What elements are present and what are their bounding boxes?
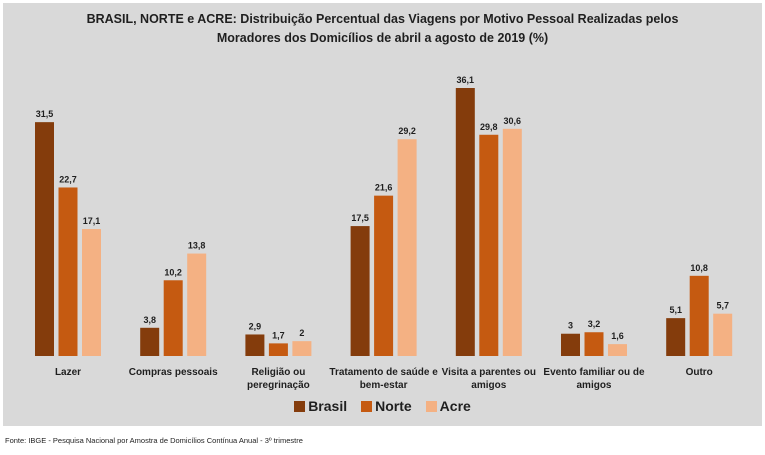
data-label-acre-compras-pessoais: 13,8 xyxy=(188,241,206,251)
bar-acre-compras-pessoais xyxy=(187,253,207,356)
data-label-brasil-outro: 5,1 xyxy=(669,305,682,315)
bar-acre-religiao-ou-peregrinacao xyxy=(292,341,312,356)
bar-acre-outro xyxy=(713,313,733,356)
bar-norte-outro xyxy=(689,275,709,356)
bar-norte-religiao-ou-peregrinacao xyxy=(268,343,288,356)
legend-label-norte: Norte xyxy=(375,398,412,414)
bar-acre-lazer xyxy=(82,229,101,356)
data-label-norte-visita-a-parentes-ou-amigos: 29,8 xyxy=(480,122,498,132)
legend-swatch-brasil xyxy=(294,400,306,412)
bar-norte-evento-familiar-ou-de-amigos xyxy=(584,332,604,356)
legend-swatch-acre xyxy=(425,400,437,412)
category-label-tratamento-de-saude-e-bem-estar: bem-estar xyxy=(360,380,408,391)
data-label-acre-evento-familiar-ou-de-amigos: 1,6 xyxy=(611,331,624,341)
bar-norte-compras-pessoais xyxy=(163,280,183,356)
chart-title: BRASIL, NORTE e ACRE: Distribuição Perce… xyxy=(0,10,765,48)
category-label-tratamento-de-saude-e-bem-estar: Tratamento de saúde e xyxy=(329,367,438,378)
data-label-acre-visita-a-parentes-ou-amigos: 30,6 xyxy=(504,116,522,126)
data-label-brasil-compras-pessoais: 3,8 xyxy=(143,315,156,325)
bar-acre-visita-a-parentes-ou-amigos xyxy=(502,128,522,356)
category-label-evento-familiar-ou-de-amigos: amigos xyxy=(576,380,611,391)
bar-brasil-visita-a-parentes-ou-amigos xyxy=(455,88,475,356)
chart-title-line-2: Moradores dos Domicílios de abril a agos… xyxy=(216,31,549,45)
category-label-outro: Outro xyxy=(686,367,713,378)
bar-brasil-religiao-ou-peregrinacao xyxy=(245,334,265,356)
data-label-brasil-tratamento-de-saude-e-bem-estar: 17,5 xyxy=(351,213,369,223)
bar-brasil-evento-familiar-ou-de-amigos xyxy=(561,333,580,356)
bar-acre-tratamento-de-saude-e-bem-estar xyxy=(397,139,417,356)
data-label-acre-religiao-ou-peregrinacao: 2 xyxy=(299,328,304,338)
data-label-brasil-visita-a-parentes-ou-amigos: 36,1 xyxy=(457,75,475,85)
source-note: Fonte: IBGE - Pesquisa Nacional por Amos… xyxy=(5,436,303,445)
data-label-acre-outro: 5,7 xyxy=(716,301,729,311)
data-label-norte-lazer: 22,7 xyxy=(59,174,77,184)
legend: Brasil Norte Acre xyxy=(0,398,765,414)
data-label-norte-evento-familiar-ou-de-amigos: 3,2 xyxy=(588,319,601,329)
category-label-religiao-ou-peregrinacao: Religião ou xyxy=(251,367,305,378)
data-label-brasil-evento-familiar-ou-de-amigos: 3 xyxy=(568,321,573,331)
legend-item-brasil: Brasil xyxy=(294,398,347,414)
category-label-religiao-ou-peregrinacao: peregrinação xyxy=(247,380,310,391)
category-label-compras-pessoais: Compras pessoais xyxy=(129,367,218,378)
bar-brasil-outro xyxy=(666,318,686,356)
legend-swatch-norte xyxy=(361,400,373,412)
category-label-visita-a-parentes-ou-amigos: Visita a parentes ou xyxy=(442,367,536,378)
chart-title-line-1: BRASIL, NORTE e ACRE: Distribuição Perce… xyxy=(86,12,679,26)
legend-label-brasil: Brasil xyxy=(308,398,348,414)
legend-item-acre: Acre xyxy=(425,398,471,414)
data-label-norte-outro: 10,8 xyxy=(690,263,708,273)
bar-norte-visita-a-parentes-ou-amigos xyxy=(479,134,499,356)
data-label-norte-religiao-ou-peregrinacao: 1,7 xyxy=(272,330,285,340)
legend-item-norte: Norte xyxy=(361,398,412,414)
data-label-acre-tratamento-de-saude-e-bem-estar: 29,2 xyxy=(398,126,416,136)
data-label-acre-lazer: 17,1 xyxy=(83,216,101,226)
legend-label-acre: Acre xyxy=(439,398,471,414)
data-label-norte-tratamento-de-saude-e-bem-estar: 21,6 xyxy=(375,183,393,193)
category-label-lazer: Lazer xyxy=(55,367,81,378)
bar-norte-lazer xyxy=(58,187,78,356)
data-label-brasil-lazer: 31,5 xyxy=(36,109,54,119)
bar-brasil-compras-pessoais xyxy=(140,327,160,356)
bar-acre-evento-familiar-ou-de-amigos xyxy=(608,344,627,356)
category-label-evento-familiar-ou-de-amigos: Evento familiar ou de xyxy=(543,367,645,378)
data-label-norte-compras-pessoais: 10,2 xyxy=(164,267,182,277)
data-label-brasil-religiao-ou-peregrinacao: 2,9 xyxy=(249,321,262,331)
bar-norte-tratamento-de-saude-e-bem-estar xyxy=(374,195,394,356)
bar-brasil-tratamento-de-saude-e-bem-estar xyxy=(350,226,370,356)
bar-brasil-lazer xyxy=(35,122,54,356)
category-label-visita-a-parentes-ou-amigos: amigos xyxy=(471,380,506,391)
